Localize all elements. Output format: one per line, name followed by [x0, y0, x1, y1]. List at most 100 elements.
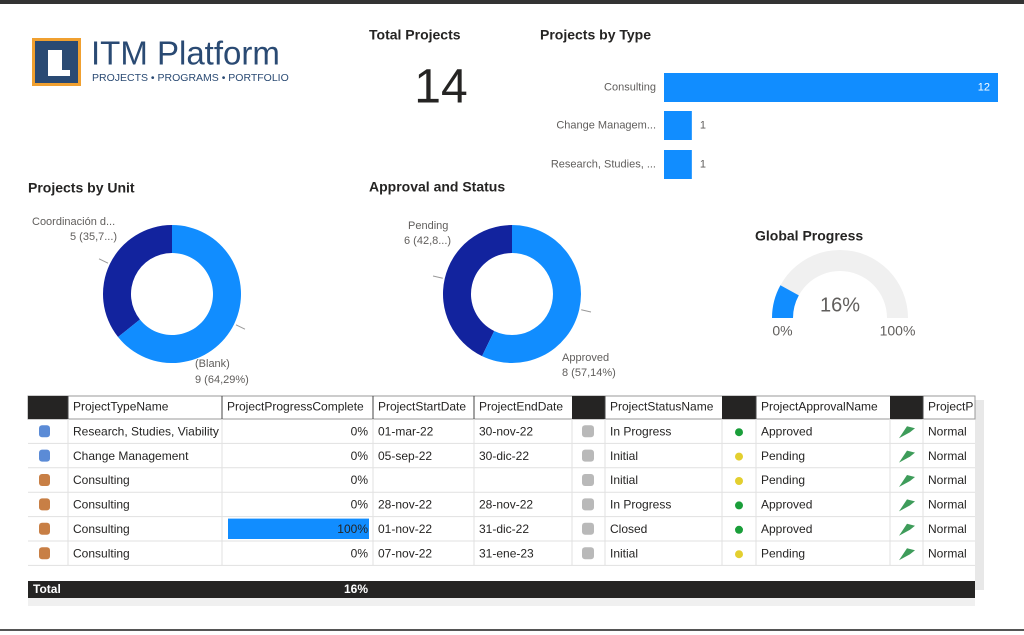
chart-title: Projects by Type: [540, 27, 651, 43]
total-progress: 16%: [344, 582, 368, 596]
slice-value-label: 6 (42,8...): [404, 235, 451, 247]
approval-dot: [735, 452, 743, 461]
status-icon: [582, 547, 594, 560]
progress-label: 0%: [351, 498, 369, 512]
header-icon-cell: [890, 396, 923, 419]
cell-text: Consulting: [73, 546, 130, 560]
gauge-tick-label: 0%: [772, 323, 792, 339]
donut-slice: [482, 225, 581, 363]
cell-text: In Progress: [610, 424, 671, 438]
logo-subtitle: PROJECTS • PROGRAMS • PORTFOLIO: [92, 72, 289, 84]
cell-text: Initial: [610, 449, 638, 463]
cell-text: Approved: [761, 522, 812, 536]
gauge-track: [772, 250, 908, 318]
cell-text: Consulting: [73, 522, 130, 536]
kpi-value: 14: [414, 61, 467, 114]
top-border: [0, 0, 1024, 4]
slice-label: (Blank): [195, 358, 230, 370]
status-icon: [582, 425, 594, 438]
cell-text: 07-nov-22: [378, 546, 432, 560]
priority-flag: [899, 450, 915, 463]
slice-value-label: 9 (64,29%): [195, 374, 249, 386]
approval-dot: [735, 501, 743, 510]
slice-label: Approved: [562, 352, 609, 364]
slice-label: Pending: [408, 220, 448, 232]
status-icon: [582, 449, 594, 462]
h-scrollbar[interactable]: [28, 598, 975, 606]
donut-slice: [442, 225, 512, 357]
row-icon: [39, 522, 50, 535]
bar: [664, 73, 998, 102]
data-label: 12: [978, 81, 990, 93]
data-label: 1: [700, 119, 706, 131]
column-header[interactable]: ProjectApprovalName: [761, 400, 878, 414]
slice-value-label: 8 (57,14%): [562, 367, 616, 379]
gauge-value: 16%: [820, 294, 860, 316]
cell-text: Pending: [761, 473, 805, 487]
bottom-border: [0, 629, 1024, 631]
progress-label: 0%: [351, 473, 369, 487]
header-icon-cell: [572, 396, 605, 419]
priority-flag: [899, 523, 915, 536]
header-icon-cell: [722, 396, 756, 419]
progress-label: 100%: [337, 522, 368, 536]
donut-slice: [118, 225, 241, 363]
cell-text: 31-dic-22: [479, 522, 529, 536]
leader-line: [432, 275, 443, 279]
status-icon: [582, 498, 594, 511]
cell-text: 01-mar-22: [378, 424, 434, 438]
slice-label: Coordinación d...: [32, 216, 115, 228]
row-icon: [39, 474, 50, 486]
column-header[interactable]: ProjectP: [928, 400, 973, 414]
cell-text: Initial: [610, 546, 638, 560]
approval-dot: [735, 428, 743, 437]
gauge-fill: [772, 285, 799, 318]
total-label: Total: [33, 582, 61, 596]
leader-line: [98, 258, 109, 264]
row-icon: [39, 498, 50, 511]
category-label: Consulting: [604, 81, 656, 93]
v-scrollbar[interactable]: [975, 400, 984, 590]
column-header[interactable]: ProjectEndDate: [479, 400, 563, 414]
chart-title: Projects by Unit: [28, 180, 135, 196]
priority-flag: [899, 548, 915, 561]
logo-mark: [48, 50, 70, 76]
cell-text: In Progress: [610, 498, 671, 512]
slice-value-label: 5 (35,7...): [70, 231, 117, 243]
cell-text: Normal: [928, 498, 967, 512]
progress-label: 0%: [351, 546, 369, 560]
row-icon: [39, 425, 50, 438]
kpi-title: Total Projects: [369, 27, 461, 43]
cell-text: Consulting: [73, 473, 130, 487]
data-label: 1: [700, 158, 706, 170]
cell-text: Initial: [610, 473, 638, 487]
header-icon-cell: [28, 396, 68, 419]
cell-text: Approved: [761, 424, 812, 438]
cell-text: 05-sep-22: [378, 449, 432, 463]
priority-flag: [899, 475, 915, 487]
cell-text: 28-nov-22: [378, 498, 432, 512]
priority-flag: [899, 426, 915, 439]
leader-line: [235, 324, 246, 330]
column-header[interactable]: ProjectStartDate: [378, 400, 466, 414]
bar: [664, 111, 692, 140]
row-icon: [39, 547, 50, 560]
cell-text: Consulting: [73, 498, 130, 512]
column-header[interactable]: ProjectStatusName: [610, 400, 714, 414]
row-icon: [39, 449, 50, 462]
column-header[interactable]: ProjectProgressComplete: [227, 400, 364, 414]
progress-label: 0%: [351, 449, 369, 463]
cell-text: Closed: [610, 522, 647, 536]
donut-slice: [102, 225, 172, 338]
bar: [664, 150, 692, 179]
column-header[interactable]: ProjectTypeName: [73, 400, 169, 414]
category-label: Research, Studies, ...: [551, 158, 656, 170]
cell-text: Approved: [761, 498, 812, 512]
leader-line: [581, 309, 592, 313]
cell-text: 31-ene-23: [479, 546, 534, 560]
cell-text: Pending: [761, 546, 805, 560]
cell-text: 30-nov-22: [479, 424, 533, 438]
category-label: Change Managem...: [556, 119, 656, 131]
cell-text: 30-dic-22: [479, 449, 529, 463]
